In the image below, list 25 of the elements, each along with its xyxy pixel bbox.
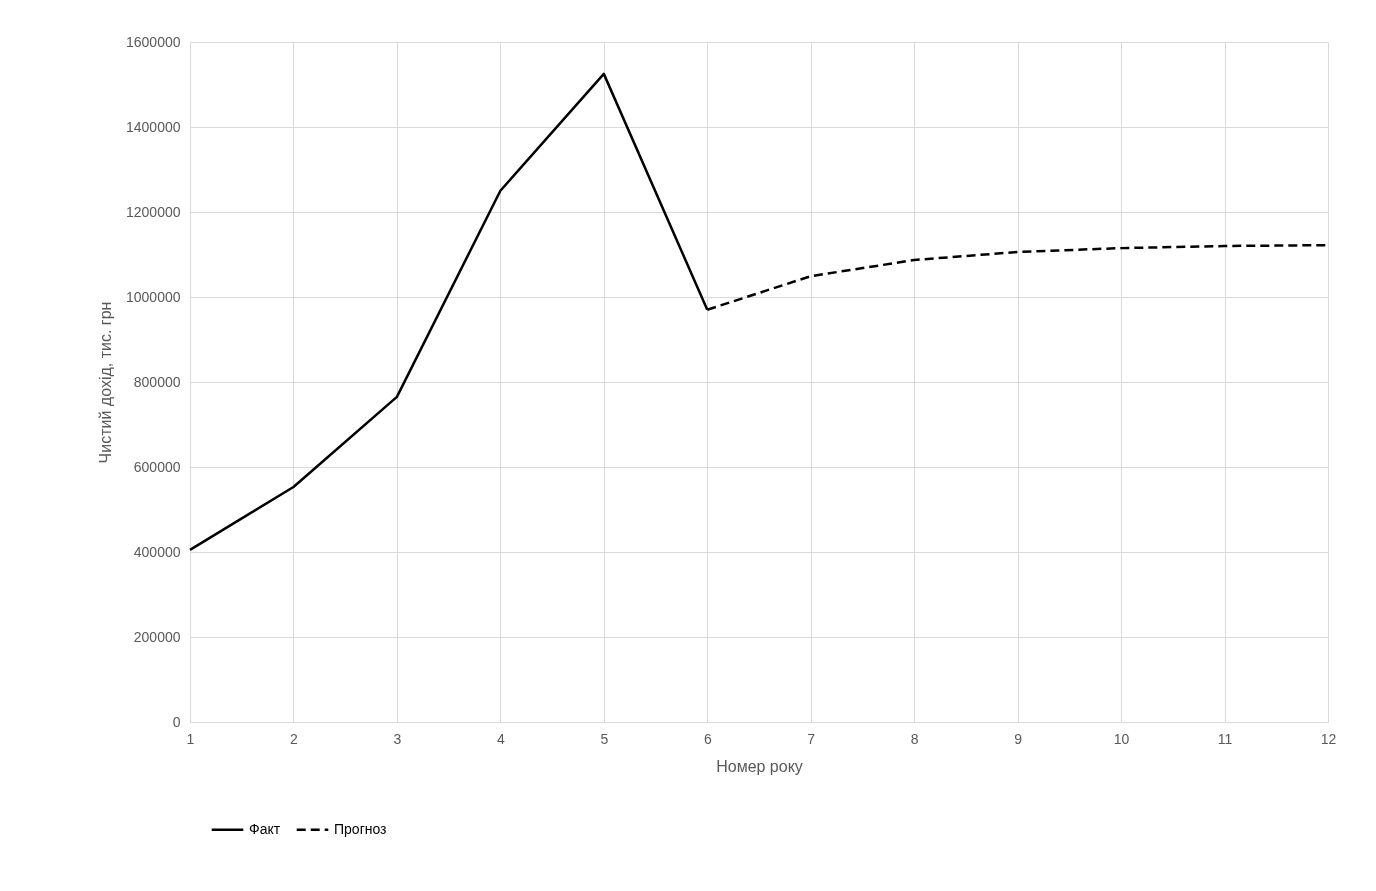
x-tick-label: 3 [393,730,402,747]
x-tick-label: 12 [1320,730,1337,747]
y-tick-label: 400000 [133,543,181,560]
y-tick-label: 1200000 [125,203,181,220]
x-tick-label: 1 [186,730,195,747]
y-tick-label: 1000000 [125,288,181,305]
x-axis-title: Номер року [716,757,803,775]
x-tick-label: 5 [600,730,609,747]
y-tick-label: 0 [172,713,181,730]
y-tick-label: 600000 [133,458,181,475]
y-tick-label: 200000 [133,628,181,645]
x-tick-label: 7 [807,730,816,747]
y-tick-label: 1400000 [125,118,181,135]
x-tick-label: 4 [496,730,505,747]
legend-label: Факт [249,820,281,837]
x-tick-label: 2 [290,730,299,747]
x-tick-label: 9 [1014,730,1023,747]
legend-label: Прогноз [334,820,387,837]
x-tick-label: 10 [1113,730,1130,747]
y-tick-label: 1600000 [125,33,181,50]
x-tick-label: 8 [910,730,919,747]
x-tick-label: 6 [703,730,712,747]
y-tick-label: 800000 [133,373,181,390]
y-axis-title: Чистий дохід, тис. грн [97,301,114,464]
x-tick-label: 11 [1217,730,1233,747]
